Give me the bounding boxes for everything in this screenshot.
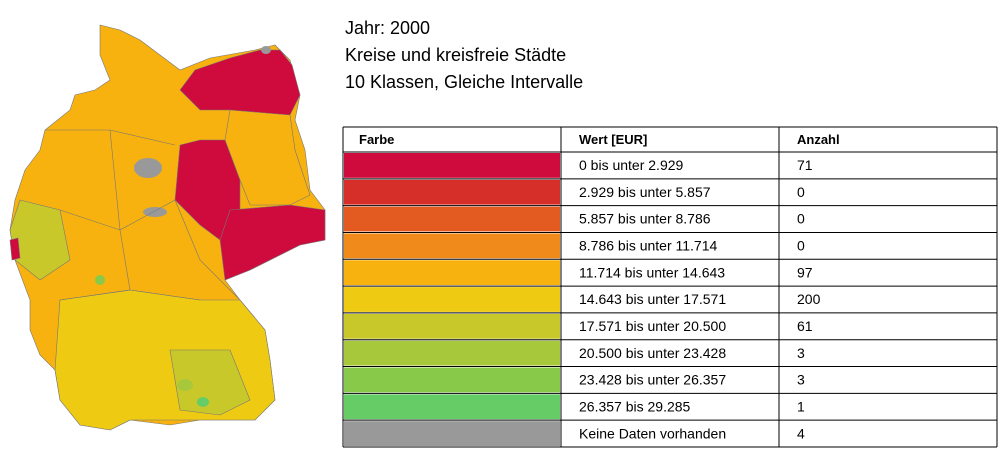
range-label: 26.357 bis 29.285 <box>579 398 691 414</box>
color-swatch <box>344 313 560 339</box>
range-label: 20.500 bis unter 23.428 <box>579 345 726 361</box>
range-label: 0 bis unter 2.929 <box>579 157 684 173</box>
color-swatch <box>344 260 560 286</box>
color-swatch <box>344 153 560 178</box>
color-swatch <box>344 206 560 232</box>
region <box>54 289 276 431</box>
column-header: Farbe <box>359 132 394 147</box>
count-label: 0 <box>797 184 805 200</box>
region <box>261 46 271 54</box>
color-swatch <box>344 340 560 366</box>
title-block: Jahr: 2000 Kreise und kreisfreie Städte 10… <box>345 18 583 92</box>
region <box>197 397 209 407</box>
count-label: 71 <box>797 157 813 173</box>
color-swatch <box>344 394 560 420</box>
region <box>177 379 193 391</box>
count-label: 1 <box>797 398 805 414</box>
count-label: 4 <box>797 425 805 441</box>
region <box>169 349 251 416</box>
region <box>134 158 162 178</box>
region <box>219 204 326 281</box>
count-label: 61 <box>797 318 813 334</box>
count-label: 200 <box>797 291 821 307</box>
color-swatch <box>344 233 560 259</box>
range-label: 8.786 bis unter 11.714 <box>579 238 718 254</box>
color-swatch <box>344 287 560 312</box>
color-swatch <box>344 367 560 393</box>
count-label: 0 <box>797 238 805 254</box>
count-label: 3 <box>797 345 805 361</box>
range-label: 5.857 bis unter 8.786 <box>579 211 711 227</box>
range-label: 14.643 bis unter 17.571 <box>579 291 726 307</box>
range-label: Keine Daten vorhanden <box>579 425 726 441</box>
count-label: 0 <box>797 211 805 227</box>
range-label: 17.571 bis unter 20.500 <box>579 318 726 334</box>
column-header: Wert [EUR] <box>579 132 647 147</box>
column-header: Anzahl <box>797 132 840 147</box>
title-line: 10 Klassen, Gleiche Intervalle <box>345 72 583 92</box>
count-label: 3 <box>797 372 805 388</box>
range-label: 2.929 bis unter 5.857 <box>579 184 711 200</box>
state-border <box>45 129 241 301</box>
region <box>9 237 21 261</box>
title-line: Jahr: 2000 <box>345 18 430 38</box>
map <box>9 24 326 431</box>
color-swatch <box>344 179 560 205</box>
title-line: Kreise und kreisfreie Städte <box>345 45 566 65</box>
range-label: 23.428 bis unter 26.357 <box>579 372 726 388</box>
legend-table: Farbe Wert [EUR] Anzahl 0 bis unter 2.929 71… <box>342 126 998 448</box>
range-label: 11.714 bis unter 14.643 <box>579 264 725 280</box>
color-swatch <box>344 421 560 446</box>
region <box>179 49 301 116</box>
count-label: 97 <box>797 264 813 280</box>
region <box>95 275 105 285</box>
